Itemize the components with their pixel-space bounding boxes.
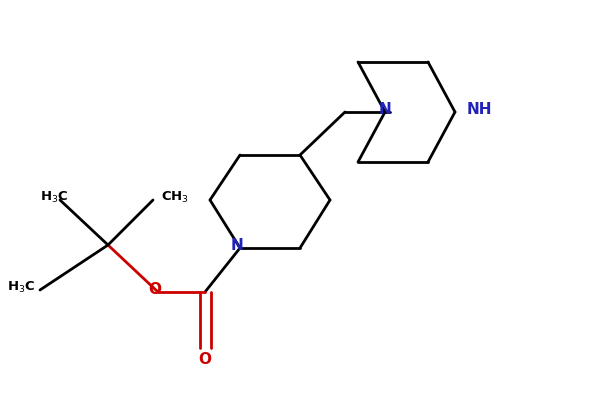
Text: N: N	[230, 238, 244, 254]
Text: H$_3$C: H$_3$C	[40, 190, 68, 204]
Text: O: O	[199, 352, 211, 368]
Text: CH$_3$: CH$_3$	[161, 190, 189, 204]
Text: NH: NH	[467, 102, 493, 118]
Text: H$_3$C: H$_3$C	[7, 280, 35, 294]
Text: O: O	[149, 282, 161, 298]
Text: N: N	[379, 102, 391, 118]
